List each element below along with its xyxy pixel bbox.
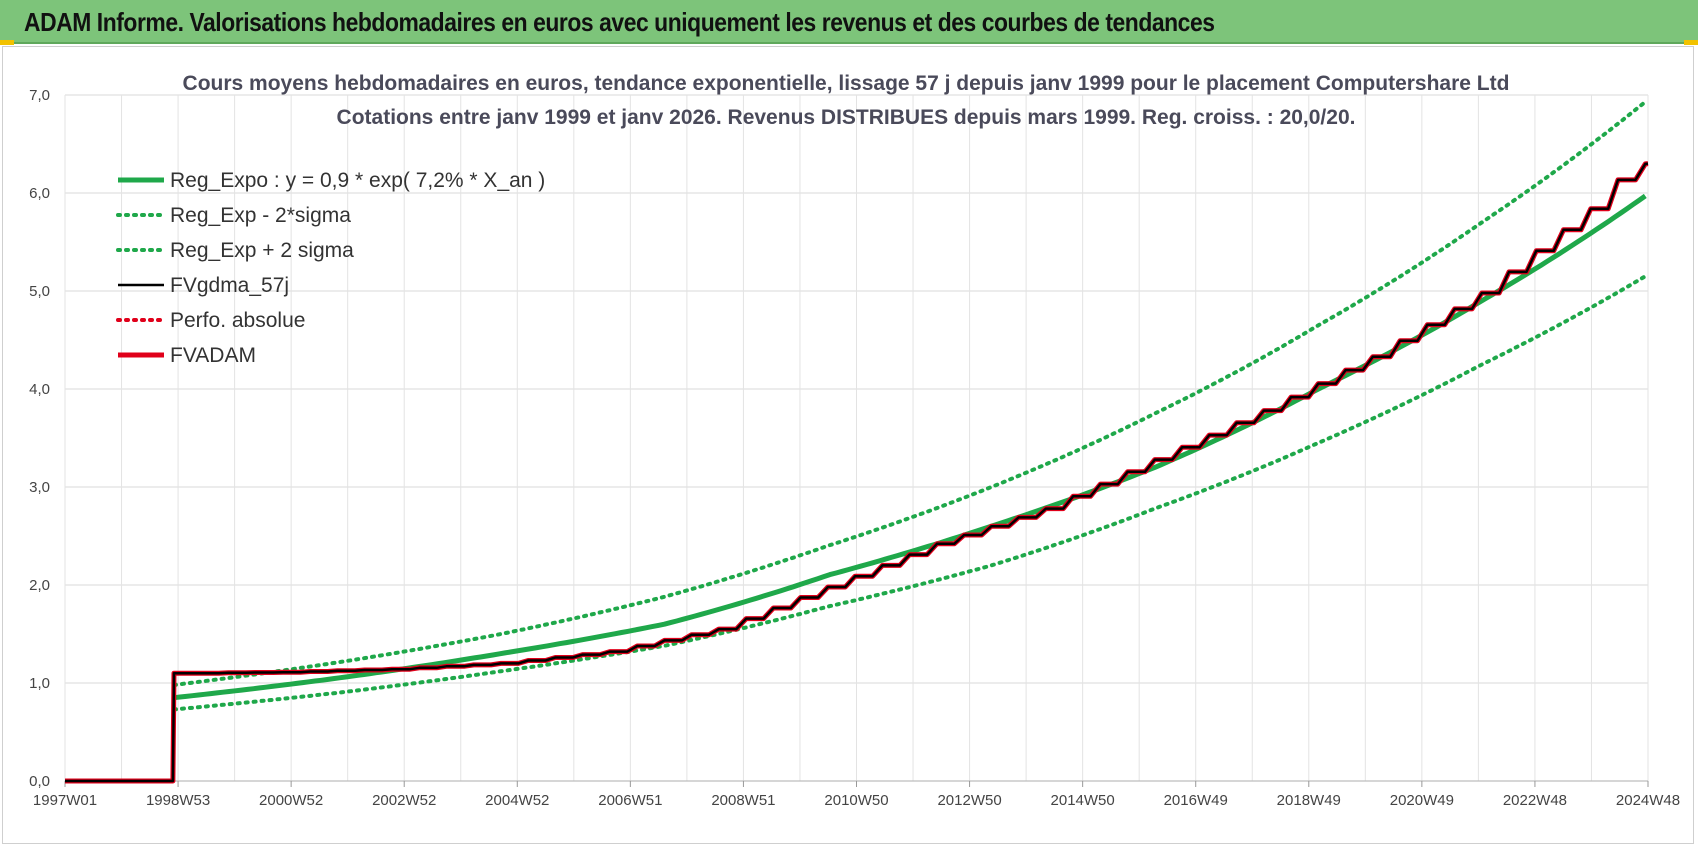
series-line-0: [173, 193, 1647, 701]
x-tick-label: 2014W50: [1051, 792, 1115, 809]
legend-label: Reg_Expo : y = 0,9 * exp( 7,2% * X_an ): [170, 169, 545, 192]
chart-title: Cours moyens hebdomadaires en euros, ten…: [183, 72, 1510, 95]
x-axis-ticks: 1997W01 1998W53 2000W52 2002W52 2004W52 2006W…: [33, 781, 1680, 809]
corner-marker: [0, 40, 14, 45]
legend-label: Reg_Exp - 2*sigma: [170, 204, 351, 227]
y-tick-label: 3,0: [29, 479, 50, 496]
x-tick-label: 2002W52: [372, 792, 436, 809]
x-tick-label: 2024W48: [1616, 792, 1680, 809]
x-tick-label: 2008W51: [711, 792, 775, 809]
chart-series: [65, 99, 1649, 784]
y-tick-label: 4,0: [29, 381, 50, 398]
legend-label: FVADAM: [170, 344, 256, 367]
y-axis-ticks: 0,0 1,0 2,0 3,0 4,0 5,0 6,0 7,0: [29, 87, 50, 790]
x-tick-label: 2020W49: [1390, 792, 1454, 809]
corner-marker: [1684, 40, 1698, 45]
series-line-3: [65, 162, 1649, 783]
y-tick-label: 6,0: [29, 185, 50, 202]
chart-frame: [2, 46, 1694, 844]
x-tick-label: 2012W50: [937, 792, 1001, 809]
header-banner: ADAM Informe. Valorisations hebdomadaire…: [0, 0, 1698, 44]
x-tick-label: 2022W48: [1503, 792, 1567, 809]
y-tick-label: 0,0: [29, 773, 50, 790]
x-tick-label: 1997W01: [33, 792, 97, 809]
x-tick-label: 2006W51: [598, 792, 662, 809]
x-tick-label: 2010W50: [824, 792, 888, 809]
y-tick-label: 2,0: [29, 577, 50, 594]
series-line-1: [172, 274, 1648, 712]
chart-legend: Reg_Expo : y = 0,9 * exp( 7,2% * X_an ) R…: [116, 169, 545, 367]
x-tick-label: 2018W49: [1277, 792, 1341, 809]
x-tick-label: 1998W53: [146, 792, 210, 809]
y-tick-label: 1,0: [29, 675, 50, 692]
chart-subtitle: Cotations entre janv 1999 et janv 2026. …: [337, 106, 1356, 129]
legend-label: FVgdma_57j: [170, 274, 289, 297]
legend-label: Reg_Exp + 2 sigma: [170, 239, 354, 262]
legend-label: Perfo. absolue: [170, 309, 305, 332]
page-title: ADAM Informe. Valorisations hebdomadaire…: [24, 7, 1215, 37]
y-tick-label: 7,0: [29, 87, 50, 104]
x-tick-label: 2000W52: [259, 792, 323, 809]
chart-grid: [64, 94, 1649, 782]
series-line-2: [172, 99, 1648, 687]
x-tick-label: 2004W52: [485, 792, 549, 809]
y-tick-label: 5,0: [29, 283, 50, 300]
x-tick-label: 2016W49: [1164, 792, 1228, 809]
